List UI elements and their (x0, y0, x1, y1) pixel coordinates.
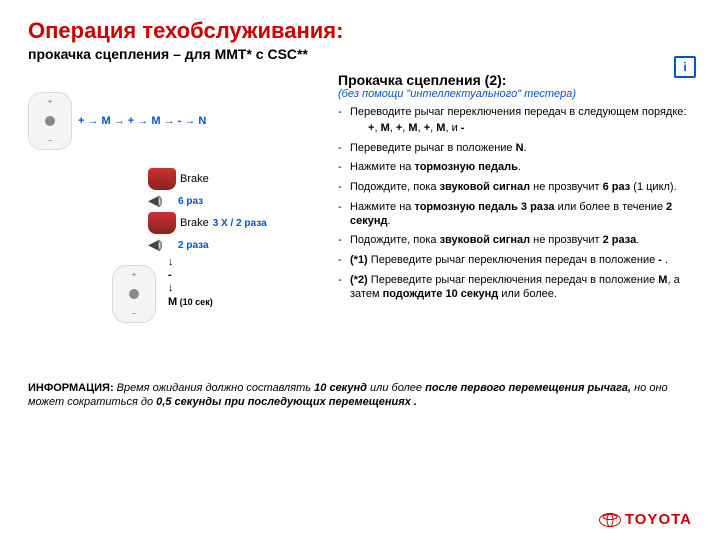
brake-label-2: Brake (180, 217, 209, 229)
brake-label-1: Brake (180, 173, 209, 185)
sound-row-1: 6 раз (148, 192, 338, 210)
shifter-icon-2 (112, 265, 156, 323)
arrows-block: ↓ - ↓ M (10 сек) (168, 256, 338, 309)
brake-pedal-icon (148, 168, 176, 190)
right-column: Прокачка сцепления (2): (без помощи "инт… (338, 72, 692, 367)
step-8: -(*2) Переведите рычаг переключения пере… (338, 274, 692, 302)
step-2: -Переведите рычаг в положение N. (338, 142, 692, 156)
step-5: -Нажмите на тормозную педаль 3 раза или … (338, 201, 692, 229)
arrow-down-2: ↓ (168, 282, 338, 295)
page-title: Операция техобслуживания: (28, 18, 692, 44)
sound-row-2: 2 раза (148, 236, 338, 254)
shift-sequence: + → M → + → M → - → N (78, 115, 206, 127)
mid-block: Brake 6 раз Brake 3 X / 2 раза 2 раза (148, 168, 338, 254)
step-1: -Переводите рычаг переключения передач в… (338, 106, 692, 136)
section-subtitle: (без помощи "интеллектуального" тестера) (338, 88, 692, 100)
step-4: -Подождите, пока звуковой сигнал не проз… (338, 181, 692, 195)
dash-step: - (168, 269, 338, 282)
arrow-down-1: ↓ (168, 256, 338, 269)
m-10-step: M (10 сек) (168, 296, 338, 309)
section-title: Прокачка сцепления (2): (338, 72, 692, 88)
brake-pedal-icon (148, 212, 176, 234)
step-1-seq: +, M, +, M, +, M, и - (368, 122, 692, 136)
sound-6-label: 6 раз (178, 196, 203, 207)
info-icon: i (674, 56, 696, 78)
shifter-row: + → M → + → M → - → N (28, 92, 338, 150)
step-6: -Подождите, пока звуковой сигнал не проз… (338, 234, 692, 248)
page-subtitle: прокачка сцепления – для MMT* с CSC** (28, 46, 692, 62)
brake-row-2: Brake 3 X / 2 раза (148, 212, 338, 234)
toyota-logo-icon (599, 513, 621, 527)
left-column: + → M → + → M → - → N Brake 6 раз Brake … (28, 72, 338, 367)
brake-3x2-label: 3 X / 2 раза (213, 218, 267, 229)
toyota-logo: TOYOTA (599, 511, 692, 528)
toyota-logo-text: TOYOTA (625, 511, 692, 528)
main-content: + → M → + → M → - → N Brake 6 раз Brake … (28, 72, 692, 367)
steps-list: -Переводите рычаг переключения передач в… (338, 106, 692, 301)
step-7: -(*1) Переведите рычаг переключения пере… (338, 254, 692, 268)
brake-row-1: Brake (148, 168, 338, 190)
shifter-icon (28, 92, 72, 150)
step-3: -Нажмите на тормозную педаль. (338, 161, 692, 175)
sound-2-label: 2 раза (178, 240, 209, 251)
speaker-icon (148, 236, 168, 254)
info-note: ИНФОРМАЦИЯ: Время ожидания должно состав… (28, 381, 692, 410)
speaker-icon (148, 192, 168, 210)
